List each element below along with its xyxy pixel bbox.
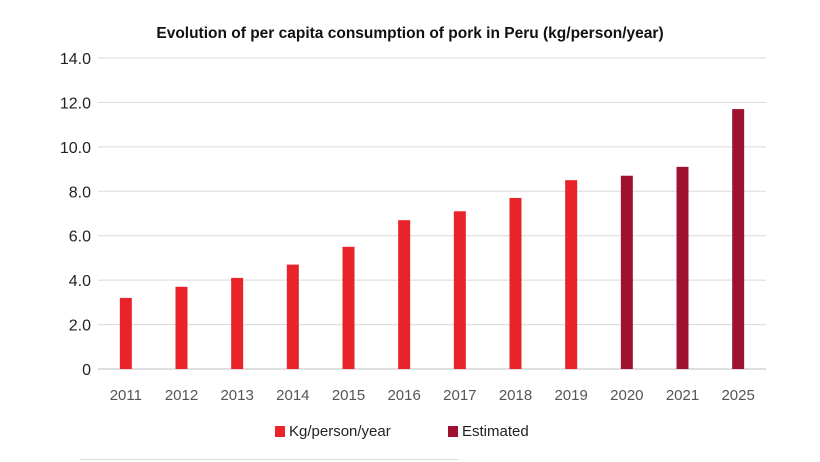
bar-measured [231,277,244,369]
x-tick-label: 2013 [220,387,253,404]
legend-swatch-measured [275,426,285,437]
bar-measured [286,264,299,369]
bar-measured [565,180,578,369]
bar-measured [119,297,132,369]
legend-item-measured: Kg/person/year [275,423,391,440]
bar-measured [175,286,188,369]
x-tick-label: 2016 [387,387,420,404]
bar-estimated [732,109,745,369]
chart-title: Evolution of per capita consumption of p… [156,25,664,42]
legend-swatch-estimated [448,426,458,437]
y-tick-label: 14.0 [60,51,91,68]
y-tick-label: 12.0 [60,95,91,112]
bar-measured [453,211,466,369]
x-tick-label: 2020 [610,387,643,404]
y-tick-label: 10.0 [60,140,91,157]
legend-item-estimated: Estimated [448,423,529,440]
legend-label-measured: Kg/person/year [289,423,391,440]
x-tick-label: 2011 [110,387,142,404]
bar-estimated [676,166,689,369]
y-tick-label: 8.0 [69,184,91,201]
divider-line [80,459,458,460]
bar-measured [398,220,411,369]
legend-label-estimated: Estimated [462,423,529,440]
x-tick-label: 2019 [554,387,587,404]
bar-estimated [620,175,633,369]
x-tick-label: 2015 [332,387,365,404]
y-tick-label: 2.0 [69,318,91,335]
bar-measured [509,197,522,369]
y-tick-label: 0 [82,362,91,379]
x-tick-label: 2014 [276,387,309,404]
bar-chart: 0 2.0 4.0 6.0 8.0 10.0 12.0 14.0 2011 2012 2013 201… [60,51,766,404]
bar-measured [342,246,355,369]
x-tick-label: 2012 [165,387,198,404]
x-tick-label: 2018 [499,387,532,404]
x-tick-label: 2021 [666,387,699,404]
y-tick-label: 6.0 [69,229,91,246]
x-tick-label: 2017 [443,387,476,404]
x-tick-label: 2025 [721,387,754,404]
y-tick-label: 4.0 [69,273,91,290]
